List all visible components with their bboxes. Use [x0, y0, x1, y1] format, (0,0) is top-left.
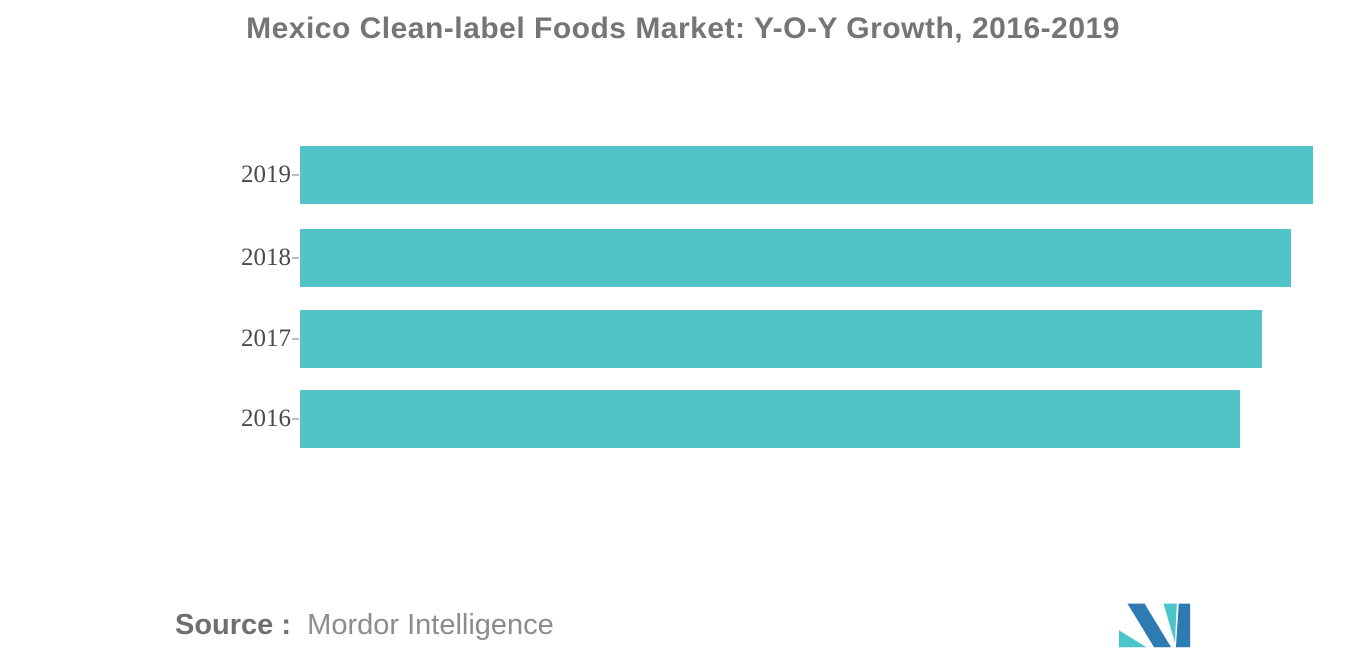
growth-bar-2017 — [300, 310, 1263, 368]
bar-row-2016: 2016 — [0, 390, 1366, 448]
logo-blue-bar-shape — [1175, 603, 1191, 648]
growth-bar-2019 — [300, 146, 1313, 204]
chart-title: Mexico Clean-label Foods Market: Y-O-Y G… — [246, 12, 1120, 45]
axis-tick-mark — [292, 257, 299, 259]
axis-tick-mark — [292, 338, 299, 340]
mordor-intelligence-logo — [1118, 603, 1191, 648]
bar-row-2019: 2019 — [0, 146, 1366, 204]
source-label: Source : — [175, 609, 292, 641]
source-value — [299, 609, 307, 641]
source-value-text: Mordor Intelligence — [307, 609, 554, 641]
year-tick-label-2019: 2019 — [241, 161, 291, 188]
logo-teal-left-shape — [1118, 630, 1147, 648]
growth-bar-2016 — [300, 390, 1241, 448]
axis-tick-mark — [292, 174, 299, 176]
logo-teal-triangle-shape — [1163, 603, 1177, 643]
bar-row-2017: 2017 — [0, 310, 1366, 368]
logo-blue-diagonal-shape — [1127, 603, 1172, 648]
year-tick-label-2016: 2016 — [241, 405, 291, 432]
plot-area: 2019 2018 2017 2016 — [0, 146, 1366, 456]
year-tick-label-2017: 2017 — [241, 325, 291, 352]
growth-bar-2018 — [300, 229, 1291, 287]
year-tick-label-2018: 2018 — [241, 244, 291, 271]
bar-row-2018: 2018 — [0, 229, 1366, 287]
axis-tick-mark — [292, 418, 299, 420]
source-line: Source : Mordor Intelligence — [175, 609, 554, 642]
